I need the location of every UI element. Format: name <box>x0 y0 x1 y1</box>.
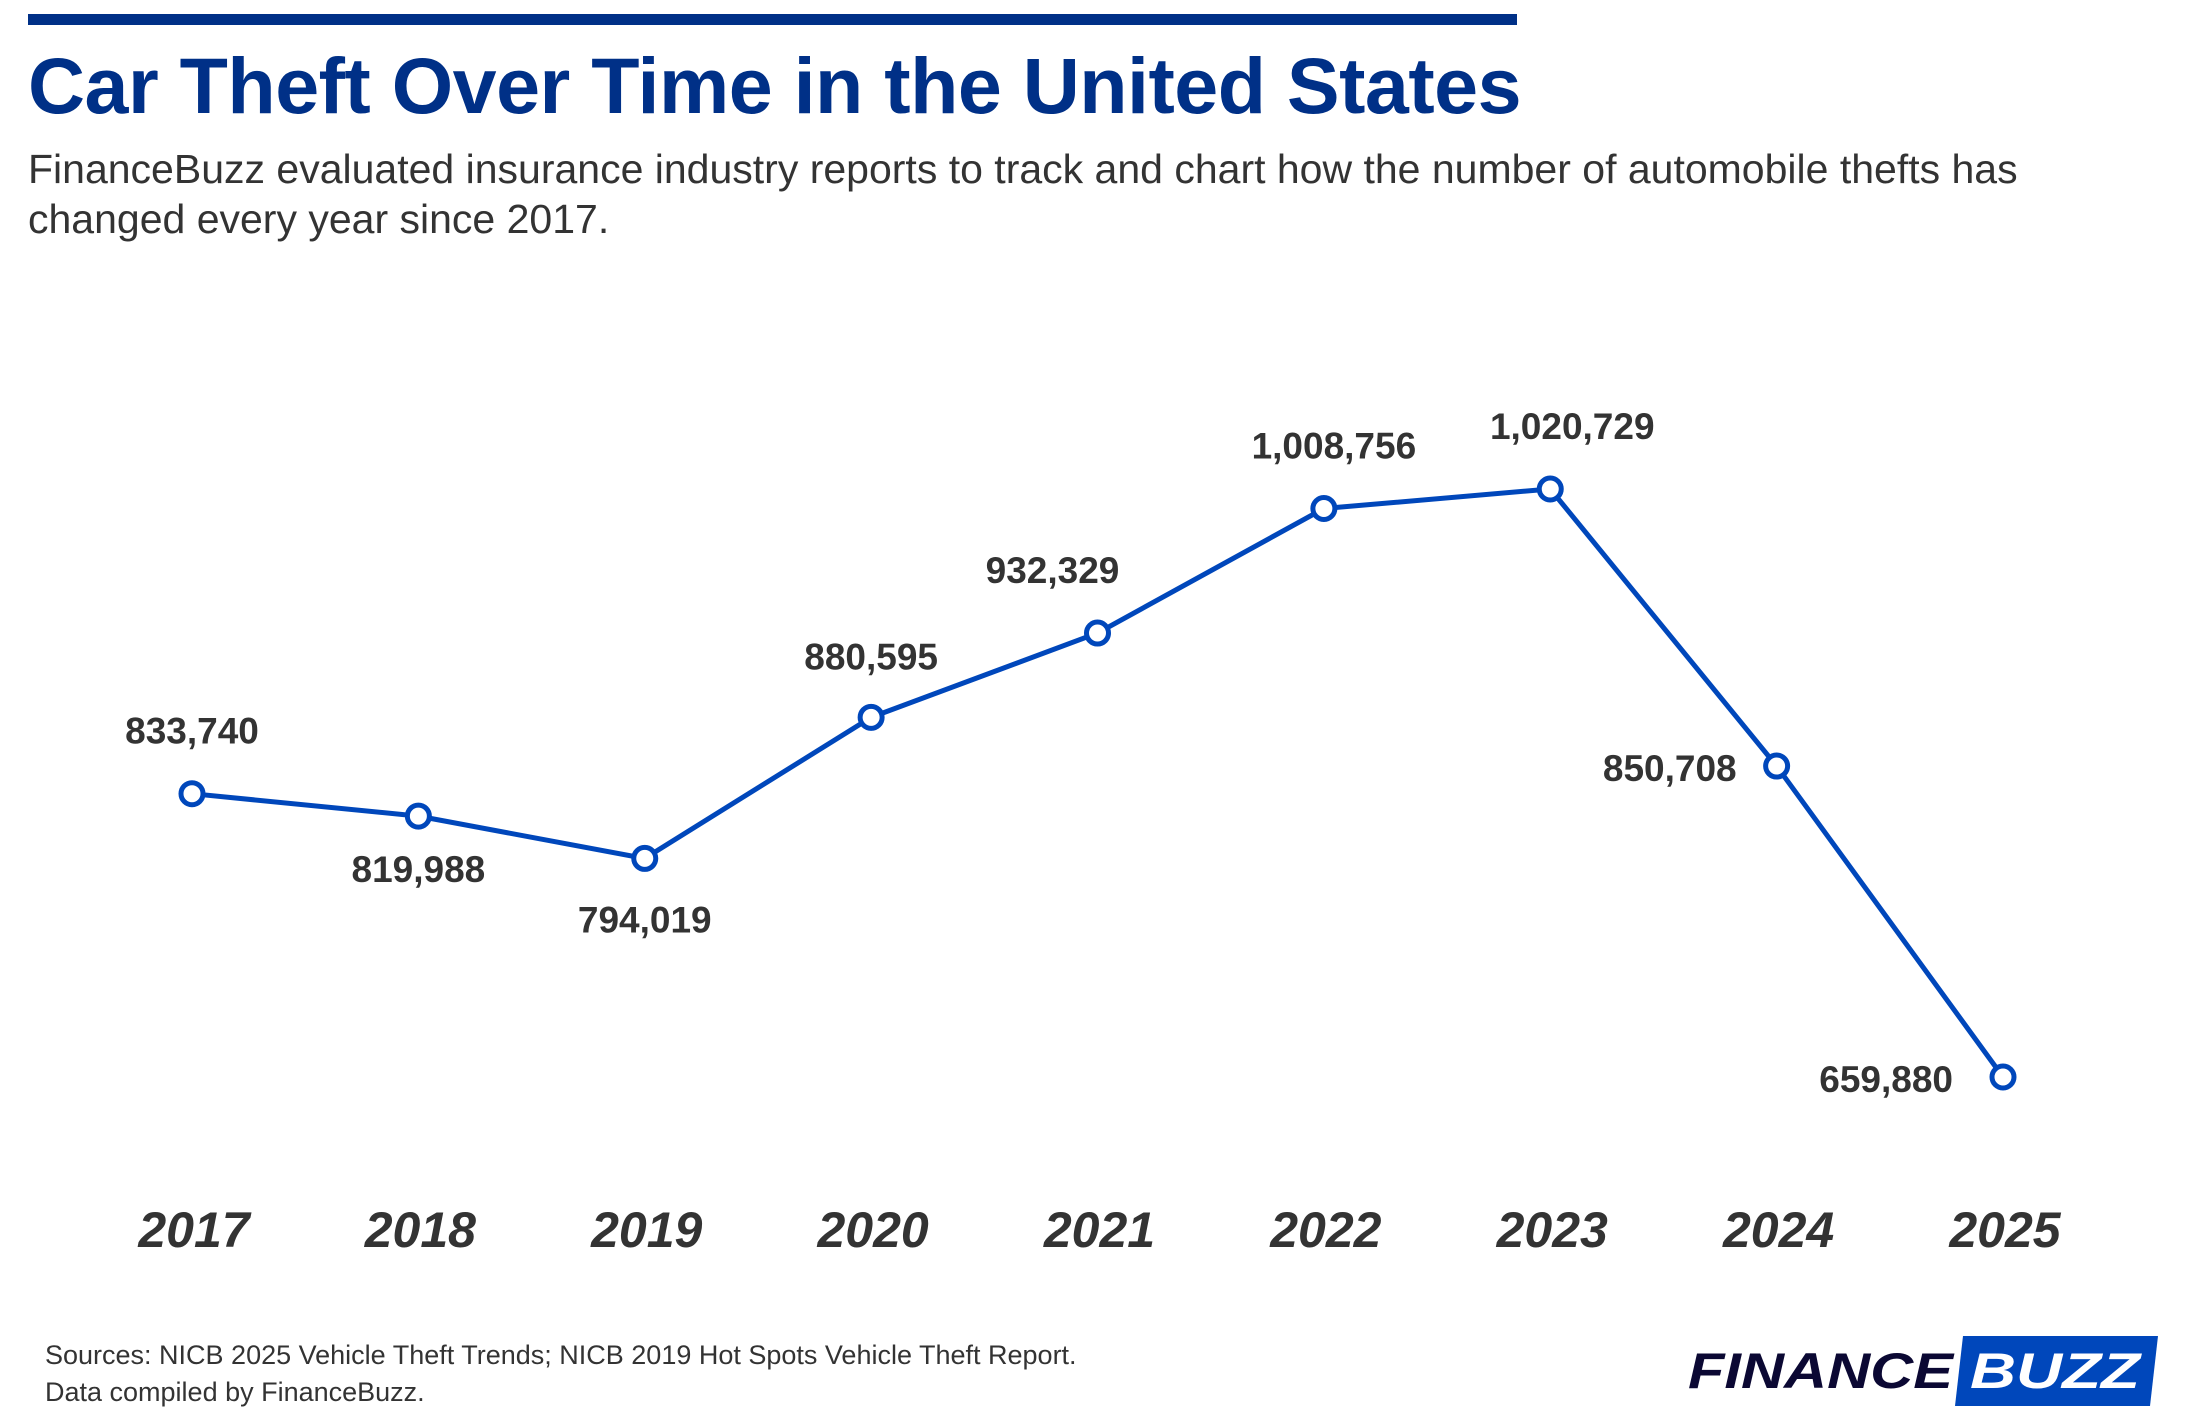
sources-note: Sources: NICB 2025 Vehicle Theft Trends;… <box>45 1340 1077 1370</box>
line-chart: 833,740 2017 819,988 2018 794,019 2019 880,595… <box>125 406 2062 1258</box>
data-label: 880,595 <box>804 636 938 677</box>
top-accent-bar <box>28 14 1517 25</box>
data-label: 1,020,729 <box>1490 406 1655 447</box>
x-tick-label: 2019 <box>590 1202 702 1258</box>
data-label: 819,988 <box>352 849 486 890</box>
data-point <box>1536 475 1564 503</box>
data-label: 932,329 <box>986 550 1120 591</box>
data-label: 1,008,756 <box>1252 426 1417 467</box>
x-tick-label: 2022 <box>1269 1202 1381 1258</box>
data-point <box>1310 495 1338 523</box>
data-point <box>1989 1063 2017 1091</box>
chart-subtitle: FinanceBuzz evaluated insurance industry… <box>28 146 2018 242</box>
x-tick-label: 2018 <box>364 1202 476 1258</box>
data-point <box>1763 752 1791 780</box>
data-point <box>1084 619 1111 647</box>
data-point <box>178 780 206 808</box>
data-label: 833,740 <box>125 711 259 752</box>
x-tick-label: 2021 <box>1043 1202 1155 1258</box>
x-tick-label: 2025 <box>1948 1202 2061 1258</box>
x-tick-label: 2017 <box>137 1202 251 1258</box>
data-label: 794,019 <box>578 899 712 940</box>
x-tick-label: 2024 <box>1722 1202 1834 1258</box>
x-tick-label: 2020 <box>817 1202 929 1258</box>
svg-text:BUZZ: BUZZ <box>1970 1343 2143 1399</box>
data-point <box>857 703 885 731</box>
data-point <box>404 802 432 830</box>
data-label: 659,880 <box>1819 1059 1953 1100</box>
x-tick-label: 2023 <box>1496 1202 1608 1258</box>
svg-text:FINANCE: FINANCE <box>1688 1343 1955 1399</box>
data-label: 850,708 <box>1603 748 1737 789</box>
data-point <box>631 844 659 872</box>
compiled-note: Data compiled by FinanceBuzz. <box>45 1377 425 1407</box>
financebuzz-logo: FINANCE BUZZ <box>1688 1336 2158 1406</box>
chart-title: Car Theft Over Time in the United States <box>28 41 1522 130</box>
